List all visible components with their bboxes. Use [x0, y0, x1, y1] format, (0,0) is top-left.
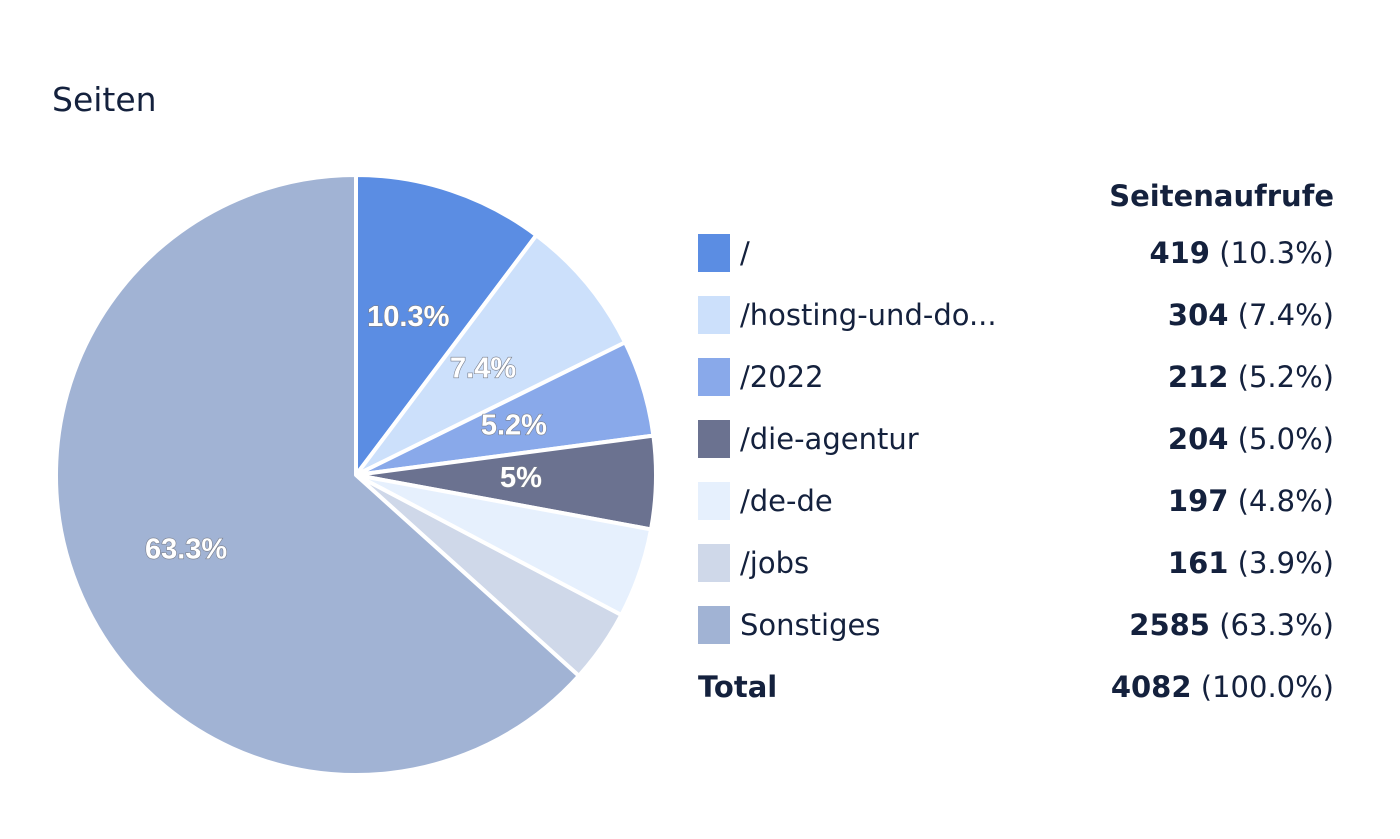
legend-label: Sonstiges: [740, 608, 881, 642]
legend-value: 212 (5.2%): [1167, 360, 1334, 394]
pie-slice[interactable]: [54, 173, 581, 777]
legend-value-number: 2585: [1129, 608, 1210, 642]
legend-label: /jobs: [740, 546, 810, 580]
legend-value: 2585 (63.3%): [1129, 608, 1334, 642]
pie-slice[interactable]: [354, 173, 539, 477]
legend-label: /2022: [740, 360, 824, 394]
value-column-header: Seitenaufrufe: [1109, 179, 1334, 213]
legend-label: /: [740, 236, 750, 270]
legend-swatch: [698, 234, 730, 272]
legend-swatch: [698, 358, 730, 396]
legend-row[interactable]: /hosting-und-do... 304 (7.4%): [698, 284, 1334, 346]
slice-label: 10.3%: [367, 301, 449, 333]
legend-value-number: 419: [1149, 236, 1210, 270]
legend-value: 304 (7.4%): [1167, 298, 1334, 332]
slice-label: 5.2%: [481, 410, 547, 442]
legend-swatch: [698, 482, 730, 520]
total-label: Total: [698, 670, 778, 704]
total-number: 4082: [1110, 670, 1192, 704]
legend-value-number: 304: [1167, 298, 1229, 332]
total-value: 4082 (100.0%): [1110, 670, 1334, 704]
legend-value-percent: 5.0%: [1248, 422, 1323, 456]
legend-row[interactable]: /jobs 161 (3.9%): [698, 532, 1334, 594]
legend-row[interactable]: /de-de 197 (4.8%): [698, 470, 1334, 532]
legend-value-percent: 5.2%: [1248, 360, 1323, 394]
legend-value-percent: 7.4%: [1248, 298, 1323, 332]
legend-value: 419 (10.3%): [1149, 236, 1334, 270]
legend-value-number: 212: [1167, 360, 1229, 394]
legend-label: /hosting-und-do...: [740, 298, 997, 332]
slice-label: 7.4%: [450, 352, 516, 384]
total-row: Total 4082 (100.0%): [698, 656, 1334, 718]
total-percent: 100.0%: [1212, 670, 1323, 704]
legend-value-percent: 63.3%: [1230, 608, 1323, 642]
legend-swatch: [698, 296, 730, 334]
legend-value-number: 204: [1167, 422, 1229, 456]
legend-value: 197 (4.8%): [1167, 484, 1334, 518]
legend-row[interactable]: Sonstiges 2585 (63.3%): [698, 594, 1334, 656]
legend-row[interactable]: /die-agentur 204 (5.0%): [698, 408, 1334, 470]
legend-swatch: [698, 544, 730, 582]
pie-chart: 10.3%7.4% 5.2% 5% 63.3%: [54, 173, 658, 777]
legend-swatch: [698, 606, 730, 644]
legend-value-number: 197: [1167, 484, 1229, 518]
legend-row[interactable]: /2022 212 (5.2%): [698, 346, 1334, 408]
pie-slice[interactable]: [354, 233, 628, 477]
chart-title: Seiten: [52, 80, 157, 119]
legend-value-percent: 4.8%: [1248, 484, 1323, 518]
legend-value-number: 161: [1167, 546, 1229, 580]
legend-swatch: [698, 420, 730, 458]
legend-value: 161 (3.9%): [1167, 546, 1334, 580]
legend-row[interactable]: / 419 (10.3%): [698, 222, 1334, 284]
legend-value-percent: 3.9%: [1248, 546, 1323, 580]
legend-value-percent: 10.3%: [1230, 236, 1323, 270]
slice-label: 63.3%: [145, 533, 227, 565]
legend-value: 204 (5.0%): [1167, 422, 1334, 456]
legend-label: /die-agentur: [740, 422, 919, 456]
legend-table: Seitenaufrufe / 419 (10.3%) /hosting-und-d…: [698, 170, 1334, 718]
slice-label: 5%: [500, 462, 542, 494]
legend-label: /de-de: [740, 484, 833, 518]
